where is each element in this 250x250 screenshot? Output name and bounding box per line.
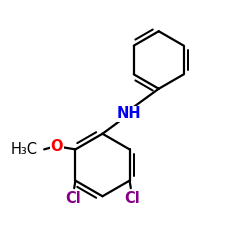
Text: Cl: Cl bbox=[65, 190, 81, 206]
Text: Cl: Cl bbox=[124, 190, 140, 206]
Text: NH: NH bbox=[116, 106, 141, 121]
Text: H₃C: H₃C bbox=[11, 142, 38, 157]
Text: O: O bbox=[50, 139, 63, 154]
